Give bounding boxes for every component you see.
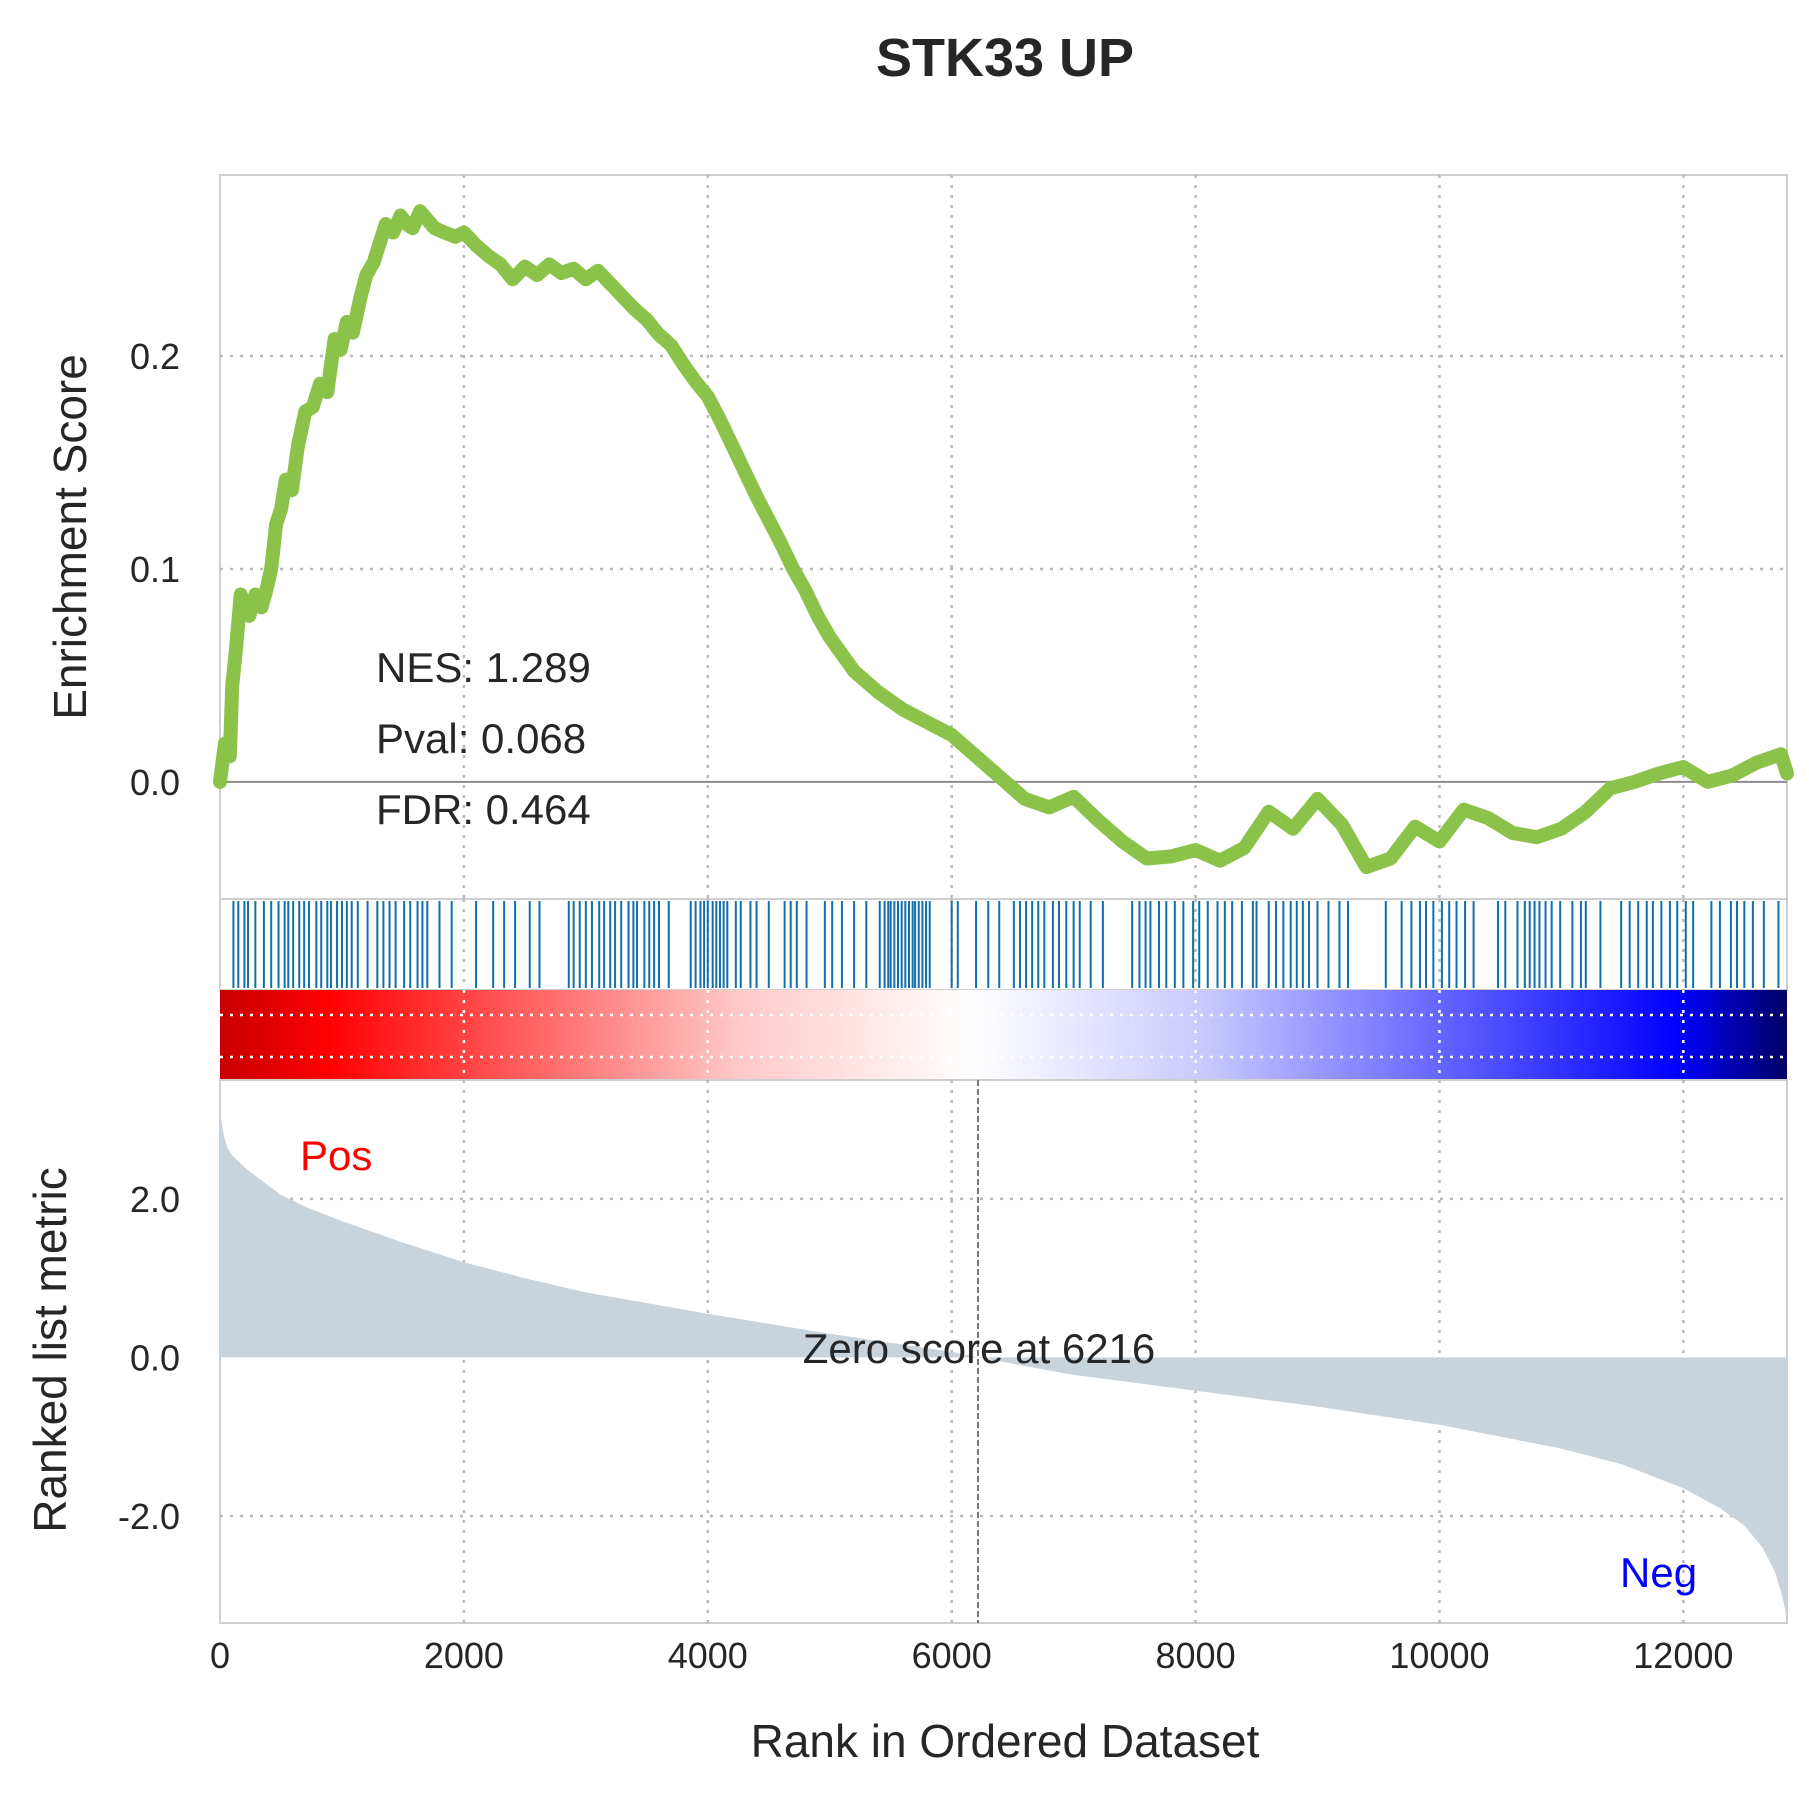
rank-metric-y-ticks: 2.0 0.0 -2.0 [118, 1179, 180, 1537]
gene-hit-ticks [232, 901, 1780, 988]
colorbar-panel [220, 990, 1787, 1080]
y-tick-label: 0.1 [130, 549, 180, 590]
rank-metric-y-axis-label: Ranked list metric [24, 1167, 76, 1533]
y-tick-label: 0.0 [130, 762, 180, 803]
fdr-label: FDR: 0.464 [376, 786, 591, 833]
neg-label: Neg [1620, 1549, 1697, 1596]
x-axis-ticks: 0 2000 4000 6000 8000 10000 12000 [210, 1635, 1733, 1676]
pval-label: Pval: 0.068 [376, 715, 586, 762]
enrichment-score-line [213, 204, 1794, 875]
pos-label: Pos [300, 1132, 372, 1179]
x-tick-label: 6000 [912, 1635, 992, 1676]
enrichment-y-ticks: 0.0 0.1 0.2 [130, 336, 180, 803]
hits-panel [219, 898, 1788, 991]
zero-score-label: Zero score at 6216 [803, 1325, 1156, 1372]
enrichment-y-axis-label: Enrichment Score [44, 354, 96, 720]
x-tick-label: 0 [210, 1635, 230, 1676]
ranked-metric-area [220, 1087, 1787, 1619]
x-tick-label: 12000 [1633, 1635, 1733, 1676]
x-tick-label: 10000 [1389, 1635, 1489, 1676]
y-tick-label: 0.2 [130, 336, 180, 377]
x-tick-label: 8000 [1156, 1635, 1236, 1676]
nes-label: NES: 1.289 [376, 644, 591, 691]
enrichment-panel: 0.0 0.1 0.2 NES: 1.289 Pval: 0.068 FDR: 0.… [44, 174, 1794, 900]
y-tick-label: 2.0 [130, 1179, 180, 1220]
rank-metric-panel: 2.0 0.0 -2.0 Zero score at 6216 Pos Neg Ra… [24, 1079, 1788, 1624]
ranked-colorbar [220, 990, 1787, 1080]
x-axis-label: Rank in Ordered Dataset [751, 1715, 1260, 1767]
colorbar-grid [220, 990, 1787, 1080]
y-tick-label: -2.0 [118, 1496, 180, 1537]
chart-title: STK33 UP [876, 28, 1134, 88]
x-tick-label: 2000 [424, 1635, 504, 1676]
x-tick-label: 4000 [668, 1635, 748, 1676]
y-tick-label: 0.0 [130, 1337, 180, 1378]
enrichment-grid [220, 175, 1787, 899]
